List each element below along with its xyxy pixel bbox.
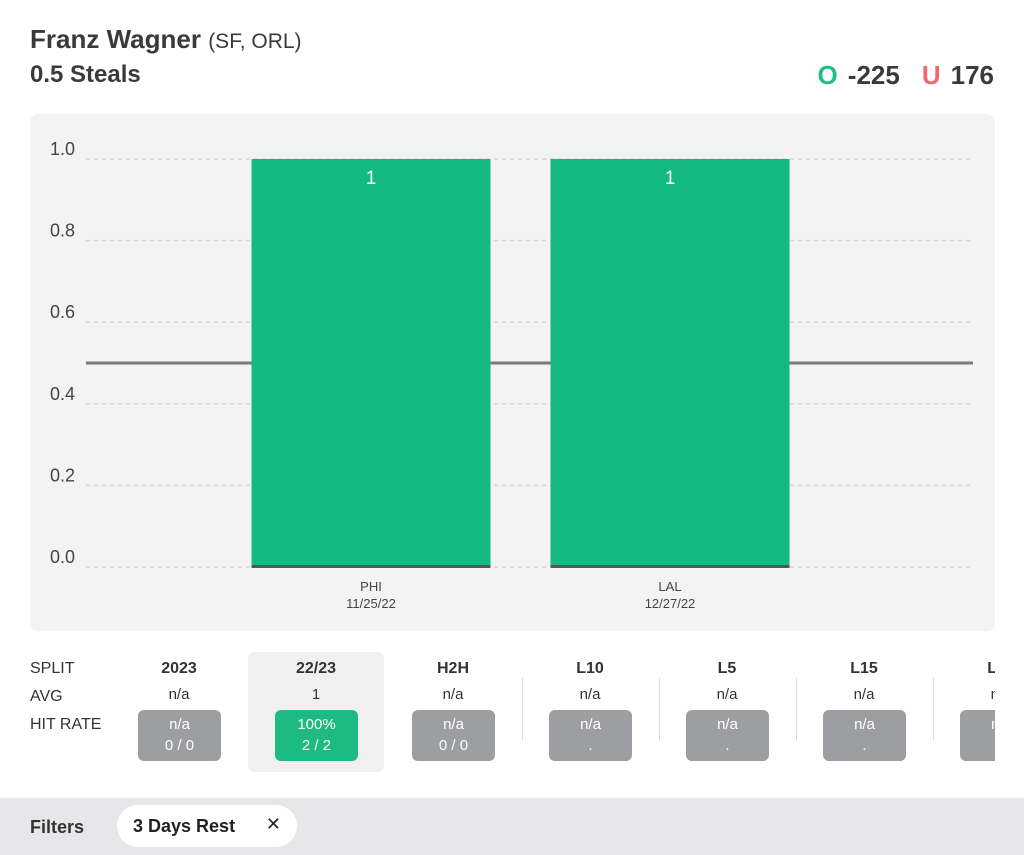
split-column[interactable]: L5 n/a n/a. [659,652,795,772]
bar-chart: 0.0 0.2 0.4 0.6 0.8 1.0 1 PHI 11/25/22 1 LAL 12/27/… [50,139,973,611]
hit-rate-percent: n/a [580,716,601,733]
column-divider [659,678,660,740]
player-name: Franz Wagner (SF, ORL) [30,24,302,55]
hit-rate-count: . [725,737,730,754]
y-tick-label: 1.0 [50,139,75,159]
y-tick-label: 0.6 [50,302,75,322]
split-label: 2023 [161,660,197,677]
player-teams: (SF, ORL) [208,30,302,53]
split-column[interactable]: L15 n/a n/a. [796,652,932,772]
under-odds[interactable]: 176 [950,60,994,90]
column-divider [933,678,934,740]
filter-chip-label: 3 Days Rest [133,816,236,836]
split-column[interactable]: L20n/an/a. [933,652,995,772]
hit-rate-count: 0 / 0 [164,737,195,754]
x-tick-opponent: PHI [360,579,382,594]
split-avg: n/a [442,686,464,703]
split-row-label: SPLIT [30,660,75,677]
bar-value-label: 1 [665,168,676,189]
y-tick-label: 0.8 [50,221,75,241]
hit-rate-percent: n/a [717,716,738,733]
split-column[interactable]: H2H n/a n/a 0 / 0 [385,652,521,772]
bar [550,159,790,567]
x-tick-date: 11/25/22 [346,596,396,611]
split-label: 22/23 [295,660,337,677]
hit-rate-badge: n/a. [823,710,906,761]
odds-display: O -225 U 176 [818,60,994,91]
bar [251,159,491,567]
bar-value-label: 1 [366,168,377,189]
split-label: L15 [850,660,878,677]
split-avg: 1 [311,686,321,703]
prop-line: 0.5 Steals [30,61,141,88]
filters-bar: Filters 3 Days Rest ✕ [0,798,1024,855]
split-column[interactable]: 2023 n/a n/a 0 / 0 [111,652,247,772]
split-avg: n/a [853,686,875,703]
player-name-text: Franz Wagner [30,24,201,54]
y-tick-label: 0.0 [50,547,75,567]
y-tick-label: 0.2 [50,465,75,485]
hit-rate-badge: n/a. [686,710,769,761]
split-label: L20 [987,660,995,677]
split-label: L5 [717,660,737,677]
under-indicator: U [921,60,941,90]
over-odds[interactable]: -225 [847,60,900,90]
split-label: L10 [576,660,604,677]
y-tick-label: 0.4 [50,384,75,404]
avg-row-label: AVG [30,688,63,705]
split-label: H2H [436,660,469,677]
x-tick-date: 12/27/22 [645,596,696,611]
split-avg: n/a [716,686,738,703]
hit-rate-percent: 100% [297,716,336,733]
split-avg: n/a [579,686,601,703]
hit-rate-percent: n/a [443,716,464,733]
split-column[interactable]: 22/23 1 100% 2 / 2 [248,652,384,772]
hit-rate-count: . [960,735,995,756]
hit-rate-count: . [862,737,867,754]
hit-rate-percent: n/a [169,716,190,733]
split-column[interactable]: L10 n/a n/a. [522,652,658,772]
hit-rate-count: . [588,737,593,754]
close-icon[interactable]: ✕ [265,814,281,834]
bar-baseline [251,565,491,568]
hit-rate-percent: n/a [960,714,995,735]
hit-rate-badge: n/a. [549,710,632,761]
splits-table: SPLIT AVG HIT RATE 2023 n/a n/a 0 / 0 22/23 1… [0,652,995,774]
game-log-chart: 0.0 0.2 0.4 0.6 0.8 1.0 1 PHI 11/25/22 1 LAL 12/27/… [30,114,995,631]
filters-label: Filters [30,817,85,837]
over-indicator: O [817,60,838,90]
split-avg: n/a [168,686,190,703]
filter-chip-3-days-rest[interactable]: 3 Days Rest ✕ [117,805,297,847]
hit-rate-badge: n/a. [960,710,995,761]
x-tick-opponent: LAL [658,579,681,594]
hit-rate-percent: n/a [854,716,875,733]
column-divider [522,678,523,740]
hit-rate-row-label: HIT RATE [30,716,102,733]
hit-rate-badge: n/a 0 / 0 [138,710,221,761]
column-divider [796,678,797,740]
hit-rate-badge: 100% 2 / 2 [275,710,358,761]
hit-rate-count: 2 / 2 [301,737,332,754]
hit-rate-badge: n/a 0 / 0 [412,710,495,761]
hit-rate-count: 0 / 0 [438,737,469,754]
split-avg: n/a [990,686,995,703]
bar-baseline [550,565,790,568]
